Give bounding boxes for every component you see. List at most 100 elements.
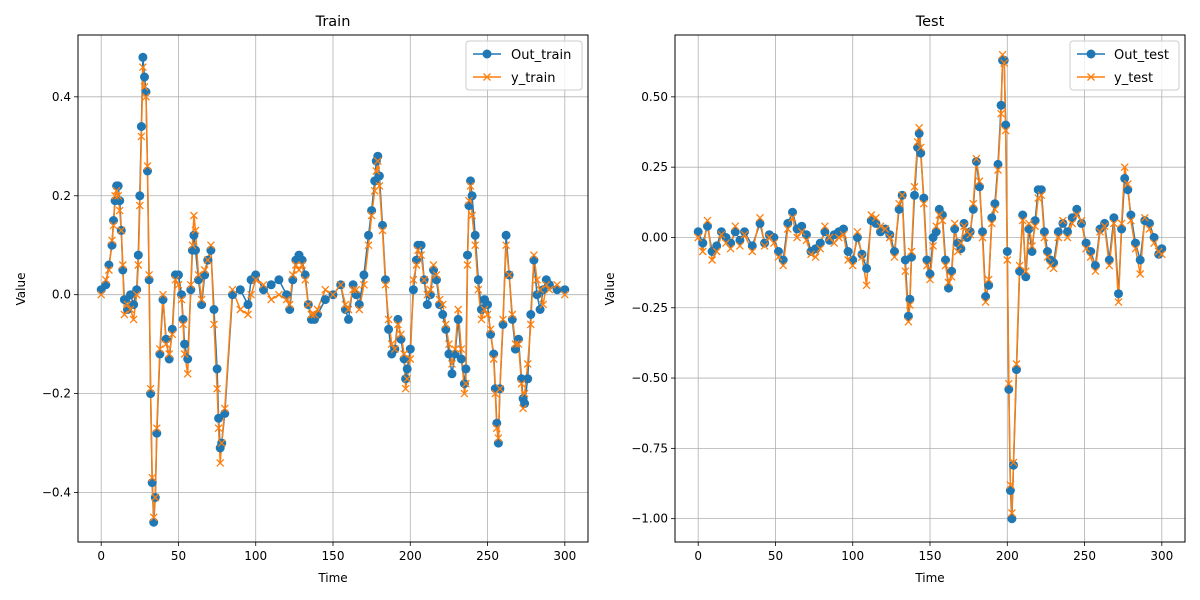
train-point-y-train xyxy=(162,340,171,349)
train-point-y-train xyxy=(514,340,523,349)
test-point-y-test xyxy=(938,216,947,225)
test-point-y-test xyxy=(1012,360,1021,368)
test-point-out-test xyxy=(1039,227,1049,237)
test-point-out-test xyxy=(885,230,895,240)
test-point-y-test xyxy=(1068,219,1077,228)
train-point-y-train xyxy=(313,305,322,314)
train-point-y-train xyxy=(155,345,164,354)
test-legend-label-y: y_test xyxy=(1114,71,1153,86)
test-point-y-test xyxy=(698,247,707,256)
train-point-y-train xyxy=(112,186,121,195)
train-point-out-train xyxy=(300,270,310,280)
test-point-y-test xyxy=(1040,233,1049,242)
test-y-tick-label: 0.00 xyxy=(641,230,668,244)
train-point-y-train xyxy=(285,300,294,309)
test-point-out-test xyxy=(1086,247,1096,256)
train-point-y-train xyxy=(403,374,412,383)
test-x-tick-label: 200 xyxy=(996,549,1019,563)
train-point-out-train xyxy=(374,171,384,181)
train-point-out-train xyxy=(288,275,298,285)
test-point-out-test xyxy=(937,210,947,220)
train-point-out-train xyxy=(438,310,448,319)
test-point-out-test xyxy=(1024,224,1034,234)
test-point-y-test xyxy=(1058,216,1067,225)
test-point-y-test xyxy=(712,247,721,256)
train-point-out-train xyxy=(473,275,483,285)
train-point-y-train xyxy=(213,384,222,393)
train-point-y-train xyxy=(186,280,195,289)
train-point-out-train xyxy=(441,324,451,334)
train-y-tick-label: 0.4 xyxy=(52,90,71,104)
train-point-y-train xyxy=(301,275,310,284)
test-point-out-test xyxy=(996,100,1006,110)
train-point-out-train xyxy=(109,216,118,225)
test-point-out-test xyxy=(712,241,722,251)
train-point-out-train xyxy=(459,379,469,389)
train-point-y-train xyxy=(194,270,203,279)
test-point-out-test xyxy=(1004,384,1014,394)
train-point-out-train xyxy=(251,270,261,280)
test-point-out-test xyxy=(852,233,862,242)
test-point-out-test xyxy=(905,294,915,304)
train-point-out-train xyxy=(189,230,199,240)
train-point-out-train xyxy=(209,305,219,314)
train-y-tick-label: 0.0 xyxy=(52,288,71,302)
train-point-y-train xyxy=(468,211,477,220)
test-point-y-test xyxy=(1015,261,1024,270)
test-point-y-test xyxy=(1077,216,1086,225)
test-point-y-test xyxy=(1043,253,1052,262)
test-point-y-test xyxy=(953,247,962,256)
train-point-out-train xyxy=(133,250,143,260)
test-point-y-test xyxy=(876,222,885,231)
train-point-out-train xyxy=(416,240,426,250)
train-point-y-train xyxy=(180,350,189,358)
test-point-y-test xyxy=(969,199,978,208)
train-point-out-train xyxy=(135,191,145,201)
train-point-y-train xyxy=(304,300,313,309)
train-point-y-train xyxy=(298,261,307,269)
train-point-out-train xyxy=(476,305,486,314)
test-point-y-test xyxy=(885,233,894,242)
train-point-y-train xyxy=(432,270,441,279)
test-point-y-test xyxy=(848,261,857,270)
test-point-out-test xyxy=(990,199,1000,209)
test-point-out-test xyxy=(971,157,981,166)
train-point-out-train xyxy=(206,245,216,255)
train-point-y-train xyxy=(508,310,517,319)
test-y-tick-label: −1.00 xyxy=(631,512,668,526)
train-point-out-train xyxy=(526,310,536,319)
test-point-out-test xyxy=(1131,238,1140,248)
test-point-y-test xyxy=(910,182,919,191)
train-point-y-train xyxy=(523,359,532,368)
test-point-out-test xyxy=(1072,204,1082,214)
test-point-out-test xyxy=(1081,238,1091,248)
train-point-y-train xyxy=(114,191,123,200)
train-point-y-train xyxy=(420,275,429,284)
train-point-out-train xyxy=(266,280,276,290)
train-point-y-train xyxy=(97,290,106,299)
train-point-y-train xyxy=(244,310,252,319)
test-point-y-test xyxy=(978,233,987,242)
train-point-out-train xyxy=(149,517,159,527)
test-point-y-test xyxy=(820,222,829,231)
train-point-y-train xyxy=(134,261,143,269)
train-point-y-train xyxy=(145,270,154,279)
train-point-y-train xyxy=(344,305,353,314)
test-point-out-test xyxy=(965,227,975,237)
test-point-y-test xyxy=(807,250,815,259)
test-point-out-test xyxy=(1104,255,1114,265)
test-point-out-test xyxy=(944,283,953,293)
train-point-y-train xyxy=(216,458,225,467)
train-point-out-train xyxy=(129,300,139,310)
train-legend-label-out: Out_train xyxy=(511,48,571,63)
train-point-out-train xyxy=(220,408,230,418)
train-point-out-train xyxy=(113,181,123,191)
train-point-y-train xyxy=(387,340,396,349)
test-legend-label-out: Out_test xyxy=(1114,48,1169,63)
train-point-out-train xyxy=(381,275,390,285)
train-point-y-train xyxy=(203,256,212,265)
train-point-y-train xyxy=(441,320,450,329)
train-point-out-train xyxy=(552,285,562,295)
train-point-y-train xyxy=(179,320,188,329)
train-point-y-train xyxy=(502,241,511,250)
